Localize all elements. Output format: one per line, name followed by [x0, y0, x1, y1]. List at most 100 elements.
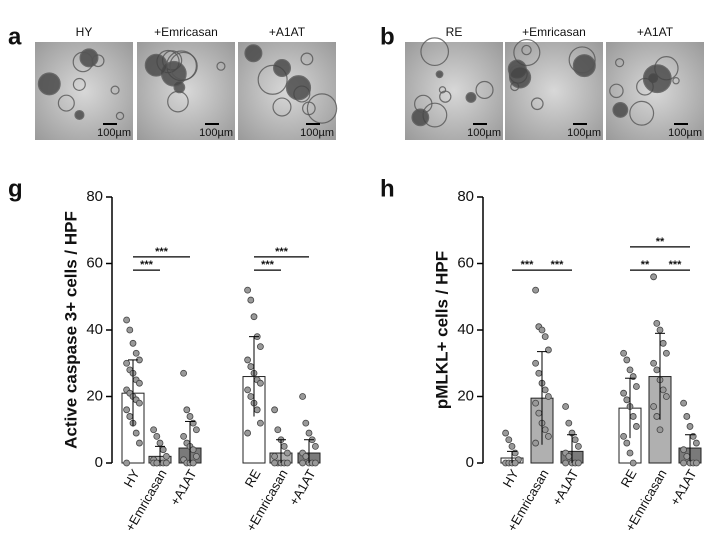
data-point	[283, 459, 291, 467]
scale-label: 100µm	[668, 127, 702, 139]
image-title: RE	[446, 25, 463, 39]
organoid	[411, 108, 430, 127]
x-tick-label: HY	[500, 466, 522, 489]
significance-label: **	[641, 259, 650, 271]
error-bar	[128, 359, 138, 427]
significance-label: ***	[275, 246, 289, 258]
data-point	[192, 426, 200, 434]
organoid	[414, 94, 433, 114]
data-point	[247, 363, 255, 370]
data-point	[280, 442, 288, 450]
data-point	[633, 423, 640, 430]
image-title: +Emricasan	[522, 25, 586, 39]
data-point	[532, 359, 539, 367]
y-tick-label: 80	[457, 188, 474, 205]
scale-label: 100µm	[97, 127, 131, 139]
data-point	[502, 429, 510, 437]
organoid	[612, 102, 629, 118]
data-point	[659, 386, 667, 394]
organoid	[642, 64, 672, 94]
data-point	[244, 286, 252, 294]
data-point	[302, 452, 310, 460]
y-tick-label: 60	[457, 254, 474, 271]
data-point	[299, 393, 307, 400]
data-point	[256, 343, 264, 351]
organoid	[615, 58, 625, 68]
image-title: +Emricasan	[154, 25, 218, 39]
organoid	[72, 77, 86, 91]
significance-label: ***	[669, 259, 683, 271]
error-bar	[304, 439, 314, 463]
data-point	[305, 429, 313, 437]
data-point	[180, 369, 188, 377]
organoid	[438, 86, 447, 94]
panel-letter: g	[8, 175, 23, 202]
data-point	[535, 409, 543, 417]
organoid	[144, 53, 168, 77]
organoid	[465, 91, 477, 103]
data-point	[575, 442, 582, 450]
x-tick-label: +A1AT	[286, 467, 319, 508]
x-tick-label: HY	[121, 466, 143, 489]
organoid	[115, 111, 125, 121]
data-point	[653, 413, 661, 420]
panel-letter: h	[380, 175, 395, 202]
data-point	[132, 429, 140, 437]
y-tick-label: 40	[457, 321, 474, 338]
organoid	[79, 48, 99, 68]
error-bar	[567, 434, 577, 463]
organoid	[530, 97, 544, 111]
y-axis-title: Active caspase 3+ cells / HPF	[61, 211, 80, 449]
data-point	[650, 403, 657, 410]
data-point	[256, 379, 264, 387]
panel-letter: b	[380, 23, 395, 50]
data-point	[162, 452, 170, 460]
data-point	[532, 399, 539, 407]
data-point	[135, 399, 143, 407]
data-point	[541, 386, 549, 394]
y-tick-label: 0	[466, 454, 474, 471]
x-tick-label: RE	[618, 466, 640, 489]
organoid	[285, 75, 312, 101]
error-bar	[537, 351, 547, 445]
data-point	[186, 413, 194, 420]
y-tick-label: 20	[457, 387, 474, 404]
organoid	[521, 44, 532, 56]
data-point	[129, 339, 137, 347]
data-point	[693, 439, 700, 447]
data-point	[150, 426, 158, 434]
organoid	[216, 61, 226, 71]
error-bar	[625, 377, 635, 439]
scale-label: 100µm	[300, 127, 334, 139]
data-point	[153, 432, 161, 440]
y-axis-title: pMLKL+ cells / HPF	[432, 251, 451, 409]
error-bar	[685, 434, 695, 462]
organoid	[257, 64, 288, 95]
data-point	[626, 449, 634, 457]
data-point	[123, 459, 130, 467]
data-point	[132, 349, 140, 357]
data-point	[299, 459, 307, 467]
organoid	[167, 90, 189, 113]
data-point	[302, 419, 310, 427]
image-title: +A1AT	[637, 25, 674, 39]
data-point	[135, 379, 143, 387]
data-point	[663, 393, 670, 400]
error-bar	[655, 332, 665, 420]
data-point	[192, 452, 200, 460]
organoid	[110, 85, 120, 95]
data-point	[153, 459, 161, 467]
organoid	[475, 80, 494, 100]
data-point	[244, 356, 252, 364]
y-tick-label: 20	[86, 387, 103, 404]
panel-letter: a	[8, 23, 22, 50]
significance-label: ***	[551, 259, 565, 271]
data-point	[135, 439, 143, 447]
organoid	[74, 109, 85, 121]
data-point	[189, 459, 197, 467]
data-point	[656, 326, 664, 334]
y-tick-label: 80	[86, 188, 103, 205]
data-point	[683, 413, 691, 420]
significance-label: **	[656, 236, 665, 248]
scale-label: 100µm	[199, 127, 233, 139]
